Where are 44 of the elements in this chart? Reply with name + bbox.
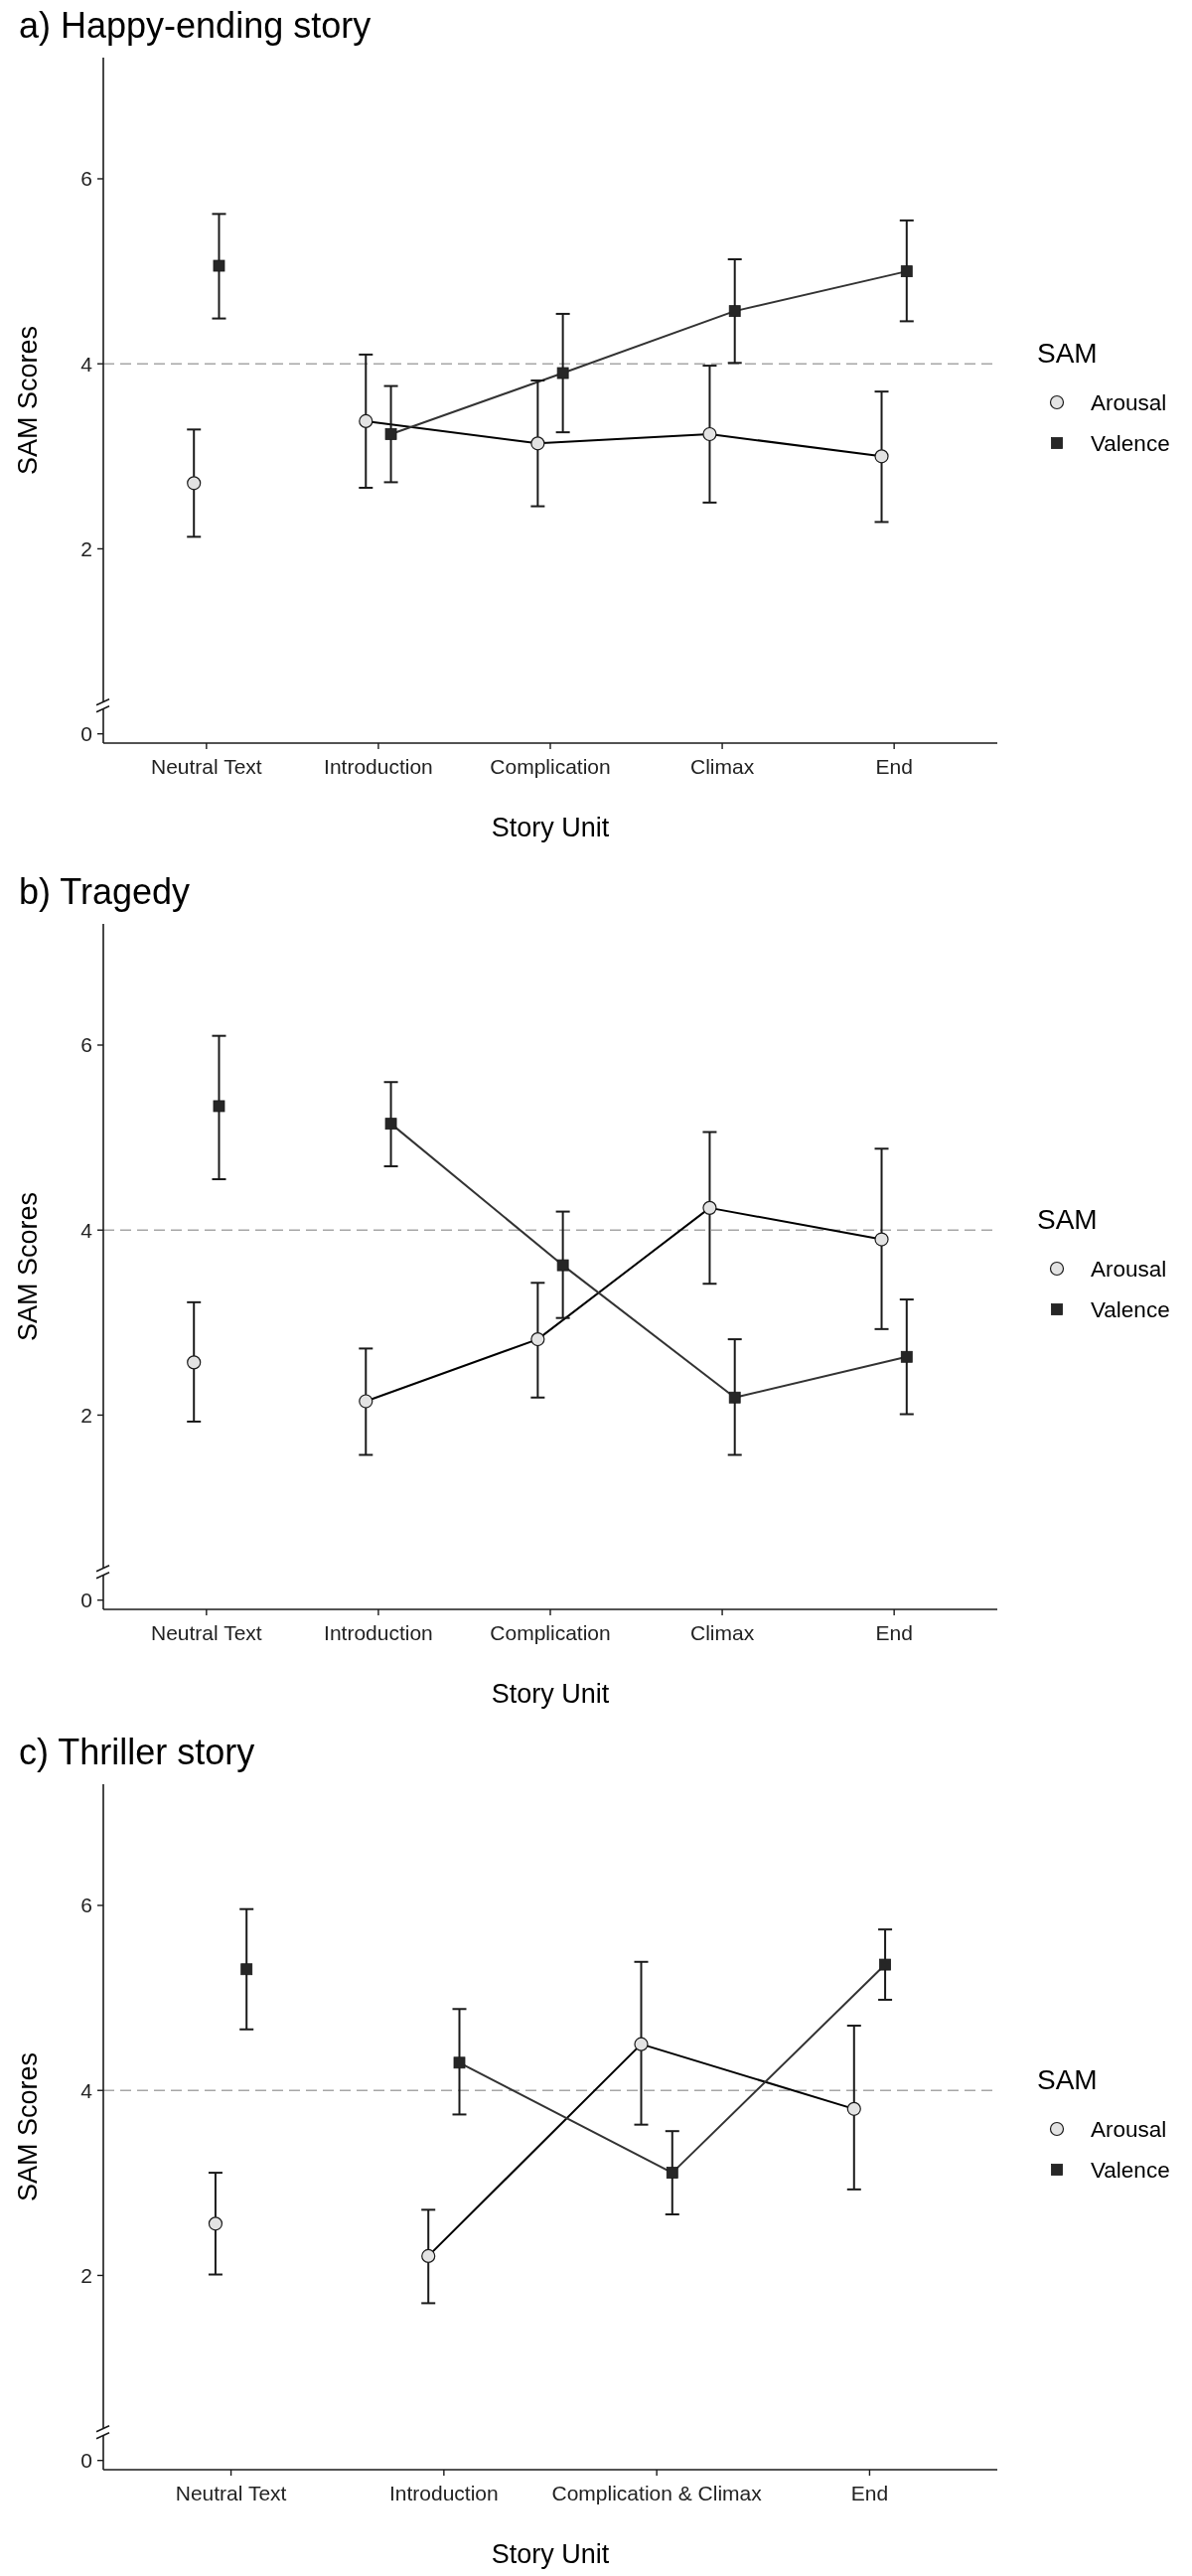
y-tick-label: 6: [80, 167, 92, 191]
legend-title: SAM: [1037, 2064, 1098, 2095]
legend-label: Valence: [1091, 1297, 1170, 1322]
y-tick-label: 2: [80, 1403, 92, 1427]
x-tick-label: Neutral Text: [175, 2482, 287, 2504]
x-axis-title: Story Unit: [491, 813, 610, 842]
x-tick-label: Introduction: [324, 1621, 433, 1644]
x-tick-label: Neutral Text: [151, 755, 262, 778]
y-tick-label: 4: [80, 1218, 93, 1242]
x-axis-title: Story Unit: [491, 1679, 610, 1709]
y-axis-title: SAM Scores: [13, 325, 43, 476]
x-tick-label: End: [850, 2482, 889, 2504]
y-tick-label: 4: [80, 2078, 93, 2102]
legend-label: Arousal: [1091, 2117, 1167, 2142]
y-tick-label: 2: [80, 536, 92, 560]
y-tick-label: 6: [80, 1033, 92, 1057]
y-axis-title: SAM Scores: [13, 2051, 43, 2202]
legend-title: SAM: [1037, 1204, 1098, 1235]
chart-title: c) Thriller story: [19, 1732, 255, 1772]
y-tick-label: 2: [80, 2263, 92, 2287]
x-tick-label: Introduction: [324, 755, 433, 778]
x-tick-label: Complication: [490, 1621, 611, 1644]
chart-title: a) Happy-ending story: [19, 5, 372, 46]
x-tick-label: End: [875, 755, 913, 778]
x-tick-label: End: [875, 1621, 913, 1644]
legend-label: Valence: [1091, 2158, 1170, 2183]
x-tick-label: Neutral Text: [151, 1621, 262, 1644]
legend-label: Arousal: [1091, 1257, 1167, 1282]
chart-title: b) Tragedy: [19, 871, 191, 912]
legend-label: Arousal: [1091, 390, 1167, 415]
y-axis-title: SAM Scores: [13, 1191, 43, 1342]
x-tick-label: Complication & Climax: [551, 2482, 763, 2504]
y-tick-label: 4: [80, 352, 93, 376]
y-tick-label: 6: [80, 1894, 92, 1917]
x-tick-label: Complication: [490, 755, 611, 778]
legend-title: SAM: [1037, 338, 1098, 369]
x-tick-label: Climax: [689, 755, 755, 778]
y-tick-label: 0: [80, 2449, 92, 2473]
x-tick-label: Introduction: [388, 2482, 499, 2504]
y-tick-label: 0: [80, 722, 92, 746]
legend-label: Valence: [1091, 431, 1170, 456]
x-tick-label: Climax: [689, 1621, 755, 1644]
y-tick-label: 0: [80, 1589, 92, 1612]
x-axis-title: Story Unit: [491, 2539, 610, 2569]
